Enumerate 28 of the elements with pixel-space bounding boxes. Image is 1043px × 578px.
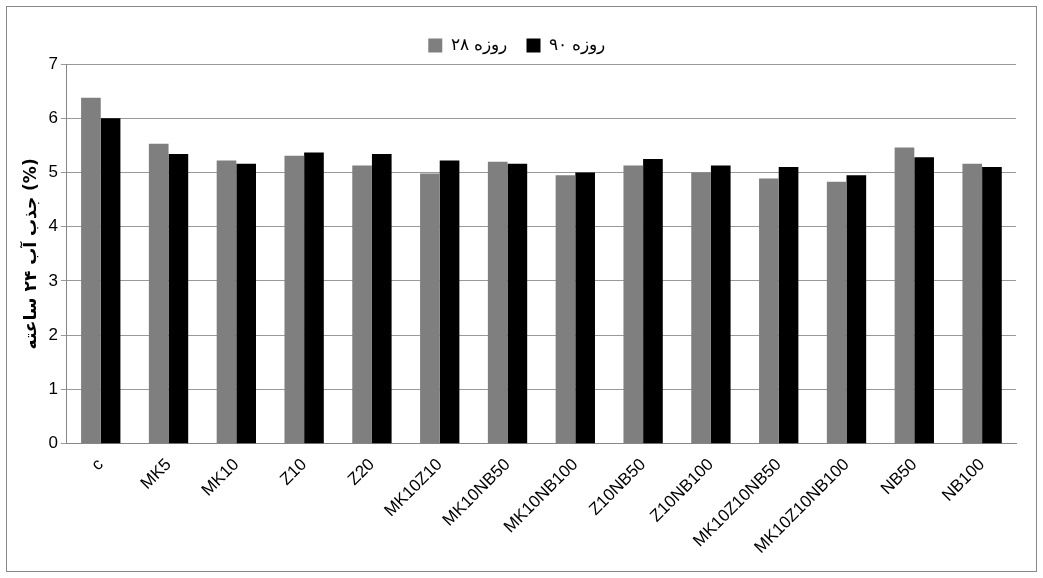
bar (710, 165, 731, 444)
bar (236, 163, 257, 444)
y-tick-label: 7 (48, 53, 58, 73)
legend-label: ۹۰ روزه (549, 35, 605, 56)
bar (643, 158, 663, 444)
bar (304, 152, 324, 444)
y-tick-label: 1 (48, 379, 58, 399)
y-tick-label: 2 (48, 324, 58, 344)
y-axis-title: جذب آب ۲۴ ساعته (%) (18, 158, 40, 350)
y-tick-label: 5 (48, 162, 58, 182)
y-tick-label: 6 (48, 107, 58, 127)
x-tick-label: Z20 (343, 454, 379, 489)
x-tick-label: c (87, 454, 108, 475)
bar (168, 154, 189, 444)
bar (846, 175, 867, 444)
y-tick-label: 3 (48, 270, 58, 290)
legend-label: ۲۸ روزه (450, 35, 507, 56)
bar (371, 154, 392, 444)
bar (575, 172, 595, 444)
bar (439, 160, 460, 444)
y-tick-label: 4 (48, 216, 58, 236)
bar (778, 167, 799, 444)
bar (982, 167, 1002, 444)
x-tick-label: Z10 (276, 454, 311, 489)
y-tick-label: 0 (48, 433, 58, 453)
bar (100, 118, 121, 444)
bar (507, 163, 528, 444)
bar (914, 157, 934, 444)
